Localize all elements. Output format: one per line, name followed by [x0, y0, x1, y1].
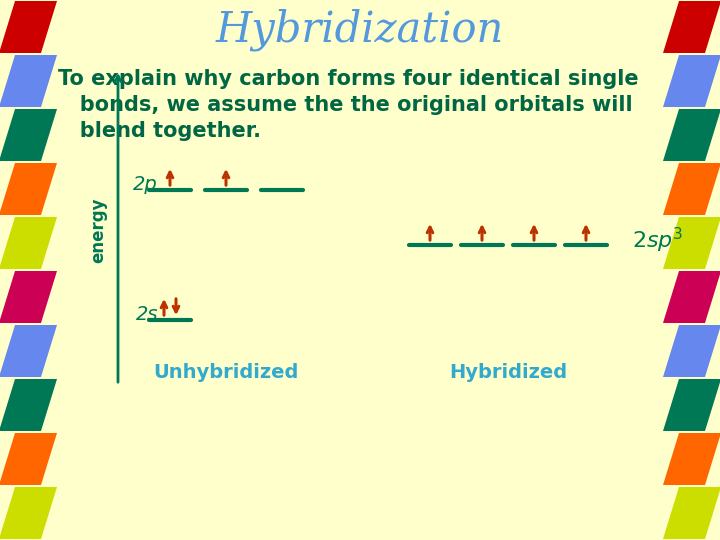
Text: 2s: 2s — [135, 306, 158, 325]
Text: To explain why carbon forms four identical single
   bonds, we assume the the or: To explain why carbon forms four identic… — [58, 69, 639, 141]
Polygon shape — [0, 325, 57, 377]
Polygon shape — [663, 433, 720, 485]
Polygon shape — [663, 271, 720, 323]
Polygon shape — [663, 109, 720, 161]
Text: 2p: 2p — [133, 176, 158, 194]
Text: Hybridized: Hybridized — [449, 362, 567, 381]
Text: Hybridization: Hybridization — [216, 9, 504, 51]
Polygon shape — [0, 109, 57, 161]
Polygon shape — [0, 433, 57, 485]
Polygon shape — [663, 163, 720, 215]
Polygon shape — [663, 379, 720, 431]
Polygon shape — [0, 487, 57, 539]
Polygon shape — [663, 55, 720, 107]
Polygon shape — [0, 163, 57, 215]
Text: energy: energy — [89, 197, 107, 263]
Text: $2sp^3$: $2sp^3$ — [632, 225, 683, 254]
Polygon shape — [663, 487, 720, 539]
Polygon shape — [663, 325, 720, 377]
Polygon shape — [0, 55, 57, 107]
Polygon shape — [0, 1, 57, 53]
Text: Unhybridized: Unhybridized — [153, 362, 299, 381]
Polygon shape — [0, 271, 57, 323]
Polygon shape — [0, 379, 57, 431]
Polygon shape — [0, 217, 57, 269]
Polygon shape — [663, 1, 720, 53]
Polygon shape — [663, 217, 720, 269]
